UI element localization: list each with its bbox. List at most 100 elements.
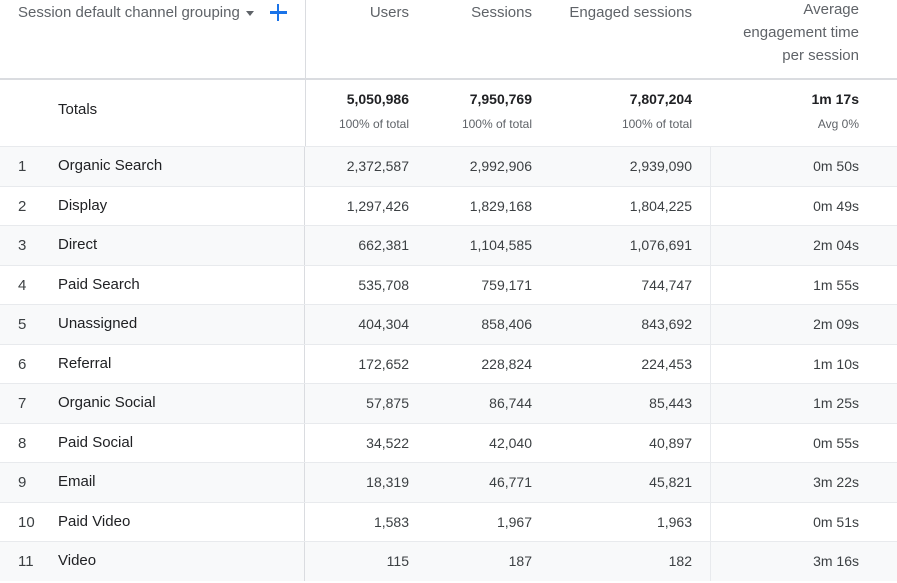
table-row[interactable]: 3 Direct 662,381 1,104,585 1,076,691 2m …	[0, 225, 897, 265]
column-separator	[710, 384, 711, 423]
totals-users: 5,050,986	[346, 91, 409, 107]
cell-engaged-sessions: 2,939,090	[629, 158, 692, 174]
cell-users: 1,583	[373, 513, 409, 530]
channel-name[interactable]: Email	[58, 473, 96, 490]
row-index: 3	[18, 237, 27, 254]
channel-name[interactable]: Paid Social	[58, 433, 134, 451]
column-header-line: Average	[803, 1, 859, 18]
cell-avg-engagement-time: 3m 22s	[813, 474, 859, 490]
dimension-cell: 2 Display	[0, 186, 305, 225]
table-row[interactable]: 11 Video 115 187 182 3m 16s	[0, 541, 897, 581]
channel-name[interactable]: Organic Social	[58, 394, 156, 411]
dimension-label: Session default channel grouping	[18, 4, 240, 21]
cell-sessions: 228,824	[481, 355, 532, 372]
row-index: 11	[18, 553, 34, 570]
table-header: Session default channel grouping Users S…	[0, 0, 897, 80]
cell-engaged-sessions: 45,821	[649, 474, 692, 490]
cell-engaged-sessions: 85,443	[649, 395, 692, 411]
dimension-cell: 11 Video	[0, 542, 305, 581]
cell-avg-engagement-time: 3m 16s	[813, 553, 859, 569]
channel-name[interactable]: Video	[58, 552, 97, 569]
channel-name[interactable]: Direct	[58, 236, 98, 253]
totals-users-sub: 100% of total	[338, 117, 409, 131]
column-separator	[710, 502, 711, 541]
cell-avg-engagement-time: 0m 50s	[813, 158, 859, 174]
table-row[interactable]: 4 Paid Search 535,708 759,171 744,747 1m…	[0, 264, 897, 304]
column-separator	[710, 423, 711, 462]
cell-avg-engagement-time: 0m 55s	[813, 434, 859, 451]
cell-engaged-sessions: 1,804,225	[629, 197, 692, 214]
table-row[interactable]: 6 Referral 172,652 228,824 224,453 1m 10…	[0, 343, 897, 383]
dimension-selector[interactable]: Session default channel grouping	[18, 4, 287, 21]
column-separator	[710, 226, 711, 265]
cell-users: 2,372,587	[346, 158, 409, 174]
cell-users: 115	[386, 553, 409, 569]
totals-engaged-sessions-sub: 100% of total	[621, 117, 692, 131]
channel-name[interactable]: Paid Search	[58, 275, 140, 293]
row-index: 2	[18, 197, 27, 215]
totals-avg-engagement-time-sub: Avg 0%	[817, 117, 859, 131]
column-separator	[710, 186, 711, 225]
channel-name[interactable]: Referral	[58, 354, 112, 372]
table-row[interactable]: 5 Unassigned 404,304 858,406 843,692 2m …	[0, 304, 897, 344]
cell-sessions: 2,992,906	[469, 158, 532, 174]
table-row[interactable]: 7 Organic Social 57,875 86,744 85,443 1m…	[0, 383, 897, 423]
add-dimension-plus-icon[interactable]	[269, 4, 287, 21]
channel-name[interactable]: Display	[58, 196, 108, 214]
column-header-avg-engagement-time[interactable]: Average engagement time per session	[743, 0, 859, 67]
totals-sessions-sub: 100% of total	[461, 117, 532, 131]
table-row[interactable]: 8 Paid Social 34,522 42,040 40,897 0m 55…	[0, 422, 897, 462]
totals-label: Totals	[58, 101, 98, 118]
cell-users: 404,304	[358, 316, 409, 332]
column-separator	[710, 463, 711, 502]
column-header-sessions[interactable]: Sessions	[471, 4, 532, 21]
dimension-cell: 1 Organic Search	[0, 147, 305, 186]
totals-sessions: 7,950,769	[469, 91, 532, 107]
channel-name[interactable]: Paid Video	[58, 512, 131, 530]
cell-users: 34,522	[366, 434, 409, 451]
cell-sessions: 1,829,168	[469, 197, 532, 214]
table-row[interactable]: 2 Display 1,297,426 1,829,168 1,804,225 …	[0, 185, 897, 225]
totals-divider	[305, 80, 306, 146]
cell-avg-engagement-time: 1m 55s	[813, 276, 859, 293]
cell-avg-engagement-time: 1m 25s	[813, 395, 859, 411]
channel-name[interactable]: Organic Search	[58, 157, 163, 174]
totals-avg-engagement-time: 1m 17s	[811, 91, 859, 107]
cell-sessions: 42,040	[489, 434, 532, 451]
cell-avg-engagement-time: 2m 09s	[813, 316, 859, 332]
cell-sessions: 187	[508, 553, 532, 569]
cell-sessions: 1,967	[496, 513, 532, 530]
dropdown-caret-icon[interactable]	[245, 11, 254, 16]
cell-users: 662,381	[358, 237, 409, 253]
column-header-line: per session	[782, 47, 859, 64]
cell-engaged-sessions: 1,963	[656, 513, 692, 530]
cell-avg-engagement-time: 0m 49s	[813, 197, 859, 214]
channel-name[interactable]: Unassigned	[58, 315, 138, 332]
cell-sessions: 858,406	[481, 316, 532, 332]
cell-sessions: 759,171	[481, 276, 532, 293]
dimension-cell: 10 Paid Video	[0, 502, 305, 541]
row-index: 6	[18, 355, 27, 373]
dimension-cell: 7 Organic Social	[0, 384, 305, 423]
column-header-users[interactable]: Users	[369, 4, 409, 21]
dimension-cell: 9 Email	[0, 463, 305, 502]
column-header-engaged-sessions[interactable]: Engaged sessions	[569, 4, 692, 21]
cell-engaged-sessions: 182	[668, 553, 692, 569]
cell-engaged-sessions: 40,897	[649, 434, 692, 451]
cell-avg-engagement-time: 2m 04s	[813, 237, 859, 253]
column-separator	[710, 265, 711, 304]
column-separator	[710, 542, 711, 581]
table-row[interactable]: 9 Email 18,319 46,771 45,821 3m 22s	[0, 462, 897, 502]
row-index: 5	[18, 316, 27, 333]
row-index: 4	[18, 276, 27, 294]
table-body: 1 Organic Search 2,372,587 2,992,906 2,9…	[0, 146, 897, 581]
row-index: 9	[18, 474, 27, 491]
cell-sessions: 86,744	[489, 395, 532, 411]
cell-avg-engagement-time: 1m 10s	[813, 355, 859, 372]
totals-engaged-sessions: 7,807,204	[629, 91, 692, 107]
table-row[interactable]: 10 Paid Video 1,583 1,967 1,963 0m 51s	[0, 501, 897, 541]
table-row[interactable]: 1 Organic Search 2,372,587 2,992,906 2,9…	[0, 146, 897, 186]
row-index: 1	[18, 158, 27, 175]
cell-users: 535,708	[358, 276, 409, 293]
